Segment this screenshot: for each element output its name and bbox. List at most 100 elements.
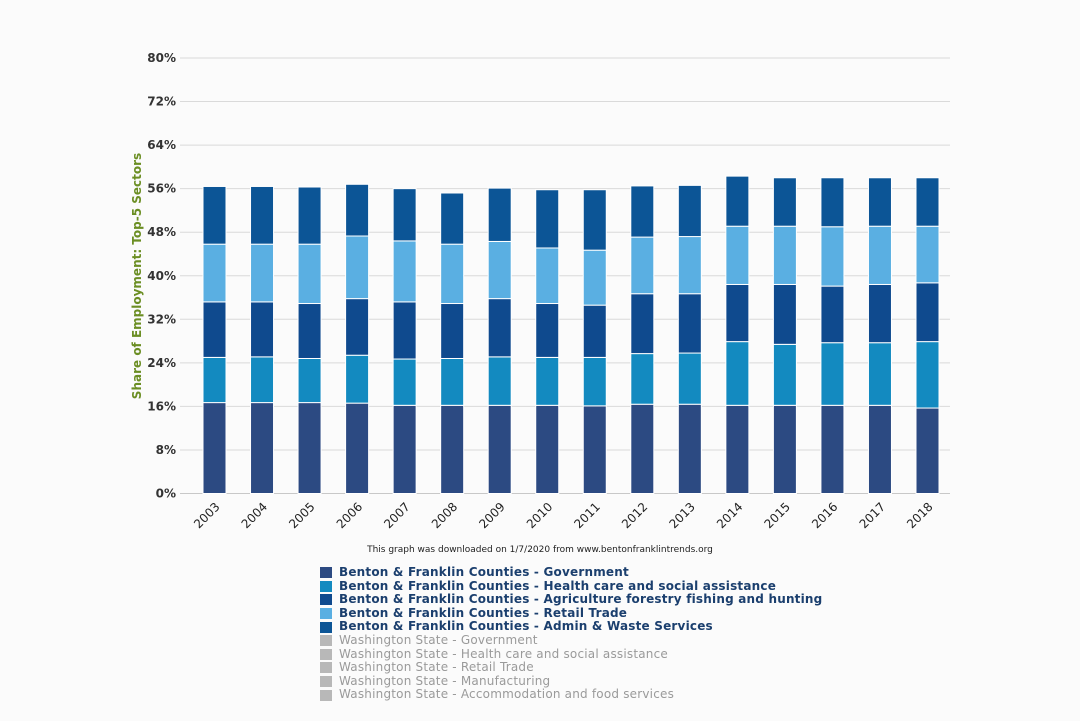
bar-segment-2009-series-1[interactable]	[487, 356, 512, 406]
bar-segment-2008-series-0[interactable]	[440, 404, 465, 494]
bar-segment-2012-series-0[interactable]	[630, 403, 655, 494]
bar-segment-2007-series-2[interactable]	[392, 301, 417, 360]
bar-segment-2006-series-0[interactable]	[345, 402, 370, 495]
legend-label: Washington State - Retail Trade	[339, 660, 534, 675]
bar-segment-2005-series-1[interactable]	[297, 357, 322, 404]
bar-segment-2003-series-0[interactable]	[202, 402, 227, 495]
bar-segment-2004-series-3[interactable]	[250, 243, 275, 303]
bar-segment-2003-series-3[interactable]	[202, 243, 227, 303]
bar-segment-2003-series-2[interactable]	[202, 301, 227, 358]
bar-segment-2013-series-3[interactable]	[677, 236, 702, 295]
legend-item[interactable]: Benton & Franklin Counties - Agriculture…	[320, 593, 822, 607]
legend-item[interactable]: Benton & Franklin Counties - Retail Trad…	[320, 606, 822, 621]
bar-segment-2013-series-4[interactable]	[677, 184, 702, 238]
bar-segment-2008-series-1[interactable]	[440, 357, 465, 406]
bar-segment-2005-series-0[interactable]	[297, 402, 322, 495]
bar-segment-2015-series-1[interactable]	[772, 343, 797, 406]
bar-segment-2008-series-4[interactable]	[440, 192, 465, 245]
legend-item[interactable]: Washington State - Manufacturing	[320, 674, 822, 689]
legend-swatch	[320, 580, 332, 592]
bar-segment-2004-series-2[interactable]	[250, 301, 275, 358]
legend-item[interactable]: Benton & Franklin Counties - Government	[320, 565, 822, 580]
bar-segment-2009-series-2[interactable]	[487, 298, 512, 358]
bar-segment-2011-series-3[interactable]	[582, 249, 607, 306]
legend-item[interactable]: Washington State - Accommodation and foo…	[320, 688, 822, 702]
bar-segment-2009-series-0[interactable]	[487, 404, 512, 494]
legend-label: Benton & Franklin Counties - Health care…	[339, 578, 777, 593]
bar-segment-2017-series-4[interactable]	[867, 177, 892, 227]
legend-item[interactable]: Washington State - Health care and socia…	[320, 647, 822, 662]
bar-segment-2012-series-4[interactable]	[630, 185, 655, 238]
bar-segment-2016-series-3[interactable]	[820, 226, 845, 287]
bar-segment-2007-series-0[interactable]	[392, 404, 417, 494]
bar-segment-2009-series-3[interactable]	[487, 240, 512, 300]
bar-segment-2015-series-4[interactable]	[772, 177, 797, 227]
bar-segment-2018-series-1[interactable]	[915, 341, 940, 409]
legend-item[interactable]: Benton & Franklin Counties - Health care…	[320, 578, 822, 594]
bar-segment-2008-series-3[interactable]	[440, 243, 465, 305]
bar-segment-2006-series-2[interactable]	[345, 298, 370, 356]
bar-segment-2017-series-3[interactable]	[867, 225, 892, 285]
bar-segment-2016-series-4[interactable]	[820, 177, 845, 228]
bar-segment-2015-series-3[interactable]	[772, 225, 797, 285]
bar-segment-2010-series-3[interactable]	[535, 247, 560, 305]
bar-segment-2007-series-3[interactable]	[392, 240, 417, 303]
bar-segment-2015-series-0[interactable]	[772, 404, 797, 494]
bar-segment-2014-series-3[interactable]	[725, 225, 750, 285]
bar-segment-2017-series-2[interactable]	[867, 283, 892, 344]
bar-segment-2004-series-0[interactable]	[250, 402, 275, 495]
bar-stack-2004	[250, 185, 275, 495]
bar-segment-2004-series-4[interactable]	[250, 185, 275, 245]
bar-segment-2013-series-2[interactable]	[677, 293, 702, 354]
y-tick-label: 32%	[147, 312, 176, 326]
bar-segment-2018-series-2[interactable]	[915, 282, 940, 343]
bar-segment-2013-series-0[interactable]	[677, 403, 702, 494]
bar-segment-2016-series-2[interactable]	[820, 285, 845, 344]
bar-segment-2005-series-3[interactable]	[297, 243, 322, 305]
bar-segment-2018-series-4[interactable]	[915, 177, 940, 227]
bar-segment-2016-series-0[interactable]	[820, 404, 845, 494]
legend-item[interactable]: Washington State - Retail Trade	[320, 661, 822, 675]
bar-segment-2005-series-4[interactable]	[297, 186, 322, 245]
bar-segment-2014-series-2[interactable]	[725, 283, 750, 343]
bar-segment-2016-series-1[interactable]	[820, 342, 845, 406]
bar-segment-2012-series-1[interactable]	[630, 353, 655, 405]
bar-segment-2013-series-1[interactable]	[677, 352, 702, 405]
bar-segment-2007-series-4[interactable]	[392, 188, 417, 242]
legend-item[interactable]: Washington State - Government	[320, 633, 822, 648]
bar-segment-2008-series-2[interactable]	[440, 303, 465, 359]
bar-segment-2011-series-1[interactable]	[582, 356, 607, 407]
bar-segment-2018-series-0[interactable]	[915, 407, 940, 494]
bar-segment-2006-series-3[interactable]	[345, 235, 370, 300]
bar-segment-2014-series-4[interactable]	[725, 175, 750, 227]
bar-segment-2004-series-1[interactable]	[250, 356, 275, 404]
bar-segment-2015-series-2[interactable]	[772, 283, 797, 345]
bar-segment-2010-series-2[interactable]	[535, 303, 560, 358]
bar-segment-2011-series-2[interactable]	[582, 304, 607, 358]
y-tick-label: 72%	[147, 95, 176, 109]
bar-segment-2010-series-4[interactable]	[535, 189, 560, 249]
bar-segment-2011-series-0[interactable]	[582, 405, 607, 494]
y-tick-label: 40%	[147, 269, 176, 283]
bar-segment-2018-series-3[interactable]	[915, 225, 940, 284]
bar-segment-2017-series-0[interactable]	[867, 404, 892, 494]
legend-swatch	[320, 689, 332, 701]
bar-segment-2014-series-0[interactable]	[725, 404, 750, 494]
bar-segment-2012-series-2[interactable]	[630, 293, 655, 355]
legend-item[interactable]: Benton & Franklin Counties - Admin & Was…	[320, 620, 822, 634]
bar-segment-2003-series-4[interactable]	[202, 185, 227, 245]
bar-segment-2007-series-1[interactable]	[392, 358, 417, 406]
bar-segment-2003-series-1[interactable]	[202, 356, 227, 404]
bar-segment-2006-series-1[interactable]	[345, 354, 370, 404]
bar-segment-2017-series-1[interactable]	[867, 342, 892, 406]
bar-segment-2010-series-1[interactable]	[535, 356, 560, 406]
bar-stack-2005	[297, 186, 322, 495]
bar-segment-2011-series-4[interactable]	[582, 189, 607, 251]
bar-segment-2010-series-0[interactable]	[535, 404, 560, 494]
bar-segment-2005-series-2[interactable]	[297, 303, 322, 359]
bar-segment-2006-series-4[interactable]	[345, 183, 370, 237]
bar-segment-2014-series-1[interactable]	[725, 341, 750, 406]
bar-segment-2009-series-4[interactable]	[487, 187, 512, 242]
bar-segment-2012-series-3[interactable]	[630, 236, 655, 295]
y-tick-label: 0%	[156, 487, 176, 501]
